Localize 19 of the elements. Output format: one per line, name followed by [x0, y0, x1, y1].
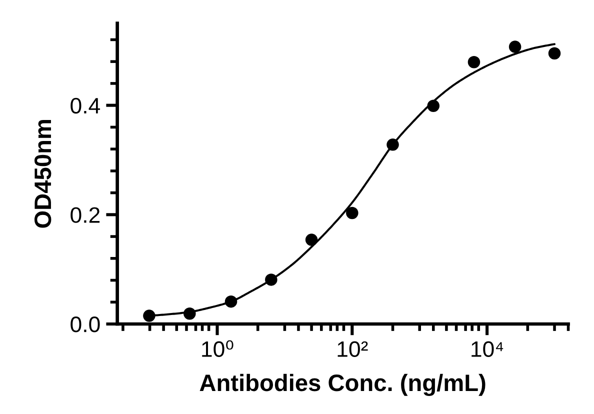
x-tick-label: 10⁴: [472, 341, 504, 357]
x-tick-label: 10²: [338, 341, 368, 357]
point: [346, 206, 358, 220]
point: [548, 47, 561, 60]
point: [386, 138, 399, 151]
point: [143, 310, 156, 322]
point: [427, 100, 440, 112]
point: [468, 56, 480, 68]
point: [224, 295, 238, 308]
x-tick-label: 10⁰: [202, 340, 234, 357]
point: [184, 307, 196, 320]
y-tick-label: 0.2: [70, 207, 100, 223]
x-axis-title: Antibodies Conc. (ng/mL): [200, 374, 486, 396]
y-tick-label: 0.0: [70, 316, 100, 332]
point: [265, 274, 278, 286]
point: [305, 234, 318, 246]
point: [508, 40, 522, 53]
y-axis-title: OD450nm: [34, 120, 52, 228]
y-tick-label: 0.4: [70, 98, 100, 114]
